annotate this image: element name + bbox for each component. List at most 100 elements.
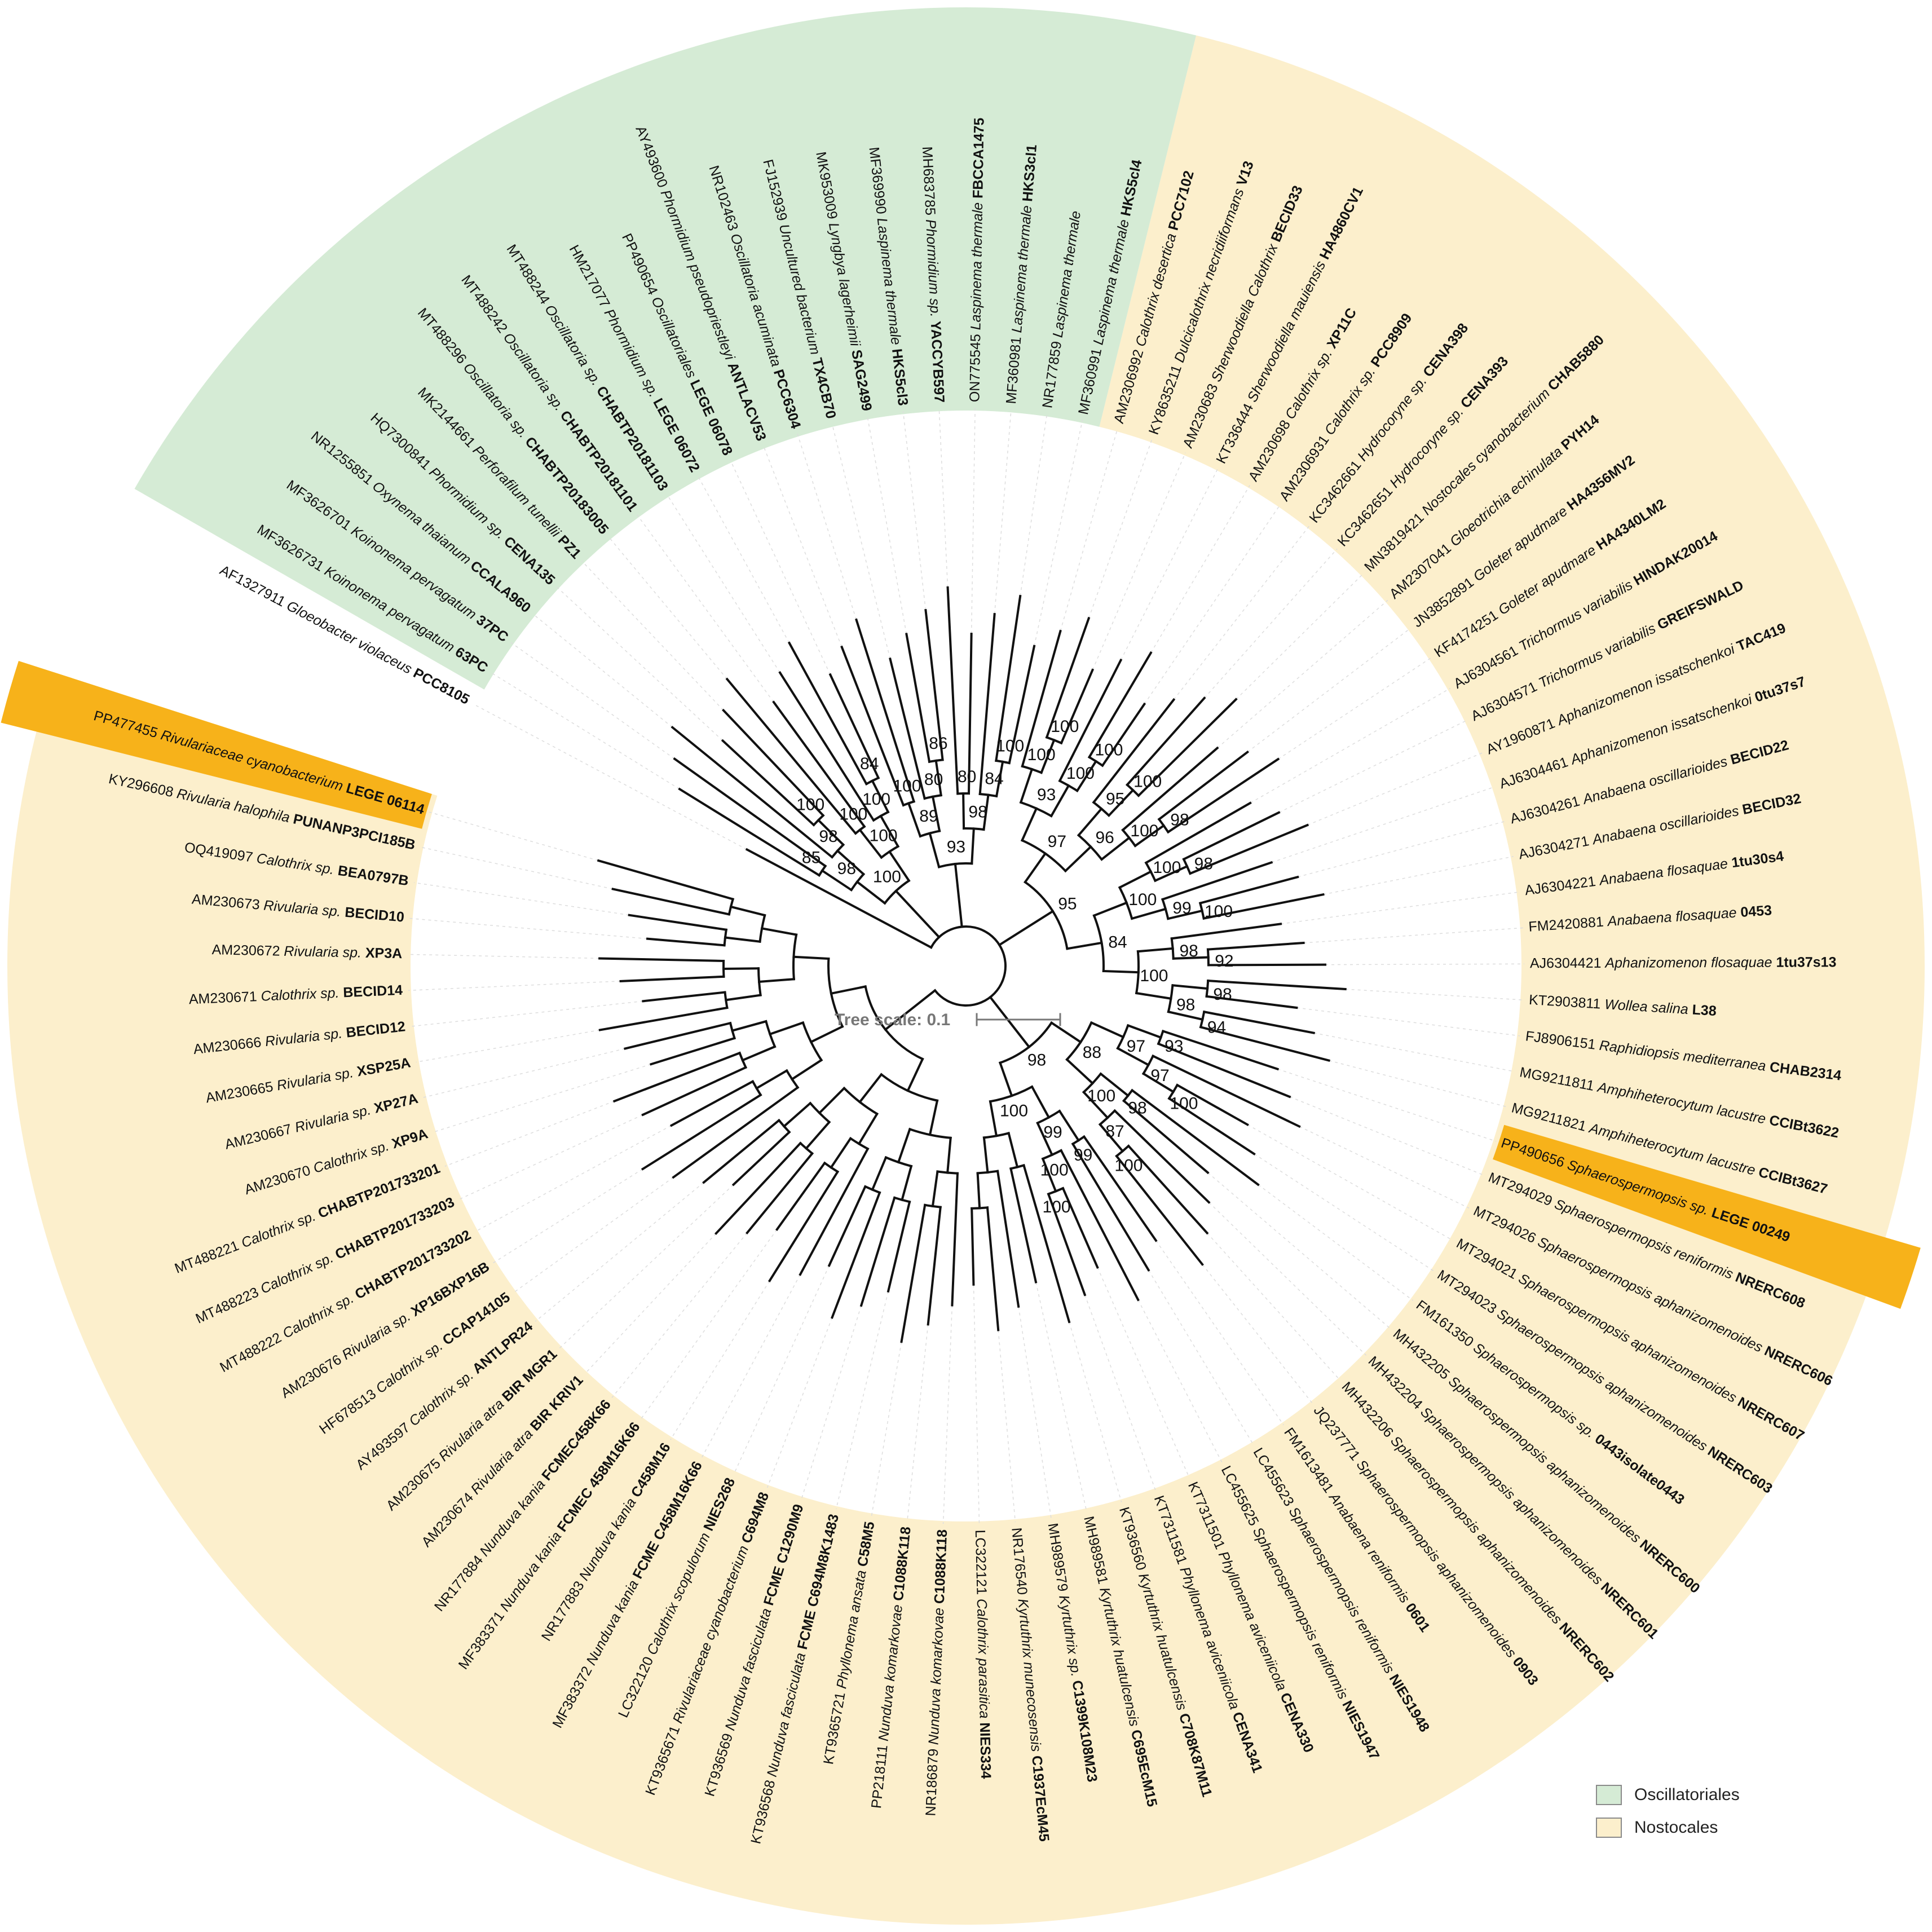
bootstrap-value: 86	[929, 734, 947, 753]
node-arc	[963, 827, 985, 831]
node-arc	[1092, 914, 1105, 973]
internal-branch	[989, 1100, 998, 1137]
bootstrap-value: 100	[796, 796, 824, 814]
leaf-guide	[1250, 687, 1451, 804]
bootstrap-value: 100	[1153, 858, 1181, 877]
leaf-guide	[1035, 1282, 1087, 1511]
leaf-label: NR186879 Nunduva komarkovae C1088K118	[923, 1529, 950, 1816]
leaf-species: Calothrix sp.	[261, 985, 343, 1004]
internal-branch	[928, 1099, 939, 1136]
internal-branch	[792, 955, 830, 960]
bootstrap-value: 100	[862, 790, 890, 809]
internal-branch	[879, 814, 900, 848]
leaf-guide	[1060, 428, 1118, 632]
leaf-guide	[409, 918, 648, 939]
node-arc	[817, 864, 827, 877]
leaf-guide	[556, 586, 724, 741]
leaf-guide	[763, 445, 843, 647]
leaf-guide	[1144, 504, 1281, 704]
internal-branch	[724, 936, 761, 943]
terminal-branch	[1125, 696, 1206, 787]
internal-branch	[1019, 767, 1034, 804]
terminal-branch	[1122, 1099, 1210, 1175]
leaf-guide	[1323, 855, 1514, 895]
node-arc	[989, 1085, 1034, 1103]
internal-branch	[830, 985, 867, 995]
bootstrap-value: 98	[1128, 1099, 1146, 1118]
bootstrap-value: 100	[1095, 740, 1123, 759]
terminal-branch	[673, 757, 827, 868]
bootstrap-value: 100	[1128, 890, 1157, 909]
bootstrap-value: 100	[1087, 1087, 1115, 1105]
internal-branch	[858, 828, 883, 859]
leaf-label: LC322121 Calothrix parasitica NIES334	[972, 1529, 994, 1779]
terminal-branch	[1207, 980, 1347, 991]
terminal-branch	[1009, 1167, 1038, 1283]
terminal-branch	[859, 1196, 896, 1307]
leaf-strain: FBCCA1475	[970, 117, 987, 199]
terminal-branch	[967, 633, 973, 795]
internal-branch	[1077, 807, 1103, 837]
internal-branch	[1133, 824, 1166, 848]
leaf-accession: ON775545	[967, 330, 983, 402]
node-arc	[785, 1069, 800, 1089]
terminal-branch	[1175, 1083, 1249, 1127]
bootstrap-value: 85	[802, 849, 821, 867]
node-arc	[998, 1021, 1053, 1065]
leaf-guide	[1207, 1232, 1341, 1381]
terminal-branch	[619, 975, 725, 982]
terminal-branch	[650, 1036, 736, 1066]
internal-branch	[1100, 836, 1131, 861]
node-arc	[1020, 839, 1068, 873]
bootstrap-value: 98	[1170, 811, 1189, 830]
leaf-guide	[1280, 892, 1520, 925]
bootstrap-value: 97	[1150, 1066, 1169, 1085]
node-arc	[1036, 1109, 1061, 1125]
leaf-guide	[1173, 525, 1310, 700]
terminal-branch	[1061, 1186, 1099, 1269]
leaf-guide	[1137, 1299, 1223, 1463]
terminal-branch	[1198, 875, 1299, 905]
leaf-guide	[608, 536, 727, 680]
internal-branch	[897, 1127, 911, 1164]
node-arc	[1024, 880, 1069, 950]
leaf-guide	[1247, 1124, 1453, 1241]
leaf-guide	[584, 1233, 717, 1374]
leaf-strain: 1tu37s13	[1776, 954, 1836, 970]
leaf-guide	[1207, 1172, 1391, 1329]
leaf-guide	[532, 613, 673, 728]
leaf-accession: LC322121	[972, 1529, 990, 1599]
leaf-guide	[1084, 1294, 1157, 1492]
internal-branch	[782, 1101, 812, 1128]
terminal-branch	[775, 1161, 827, 1231]
internal-branch	[931, 1170, 939, 1208]
leaf-label: ON775545 Laspinema thermale FBCCA1475	[967, 117, 987, 402]
leaf-guide	[1258, 1184, 1414, 1301]
terminal-branch	[1205, 995, 1298, 1009]
leaf-accession: AM230672	[211, 942, 284, 959]
internal-branch	[1092, 901, 1128, 918]
leaf-guide	[698, 476, 790, 643]
internal-branch	[1082, 1090, 1109, 1119]
leaf-guide	[493, 1168, 643, 1264]
internal-branch	[1141, 1072, 1175, 1093]
terminal-branch	[1021, 629, 1062, 768]
terminal-branch	[827, 1185, 867, 1267]
internal-branch	[1099, 1072, 1130, 1097]
internal-branch	[1049, 784, 1070, 818]
leaf-guide	[1254, 1153, 1434, 1272]
leaf-accession: AM230671	[188, 988, 261, 1007]
leaf-guide	[836, 1291, 889, 1510]
terminal-branch	[1170, 923, 1282, 940]
terminal-branch	[828, 673, 880, 780]
internal-branch	[731, 1020, 767, 1033]
leaf-accession: NR186879	[923, 1744, 941, 1816]
leaf-guide	[994, 409, 1012, 615]
leaf-guide	[408, 981, 621, 991]
terminal-branch	[669, 1079, 755, 1127]
bootstrap-value: 95	[1058, 895, 1077, 914]
leaf-guide	[1313, 1032, 1515, 1072]
node-arc	[1157, 818, 1170, 834]
bootstrap-value: 100	[1114, 1157, 1143, 1175]
